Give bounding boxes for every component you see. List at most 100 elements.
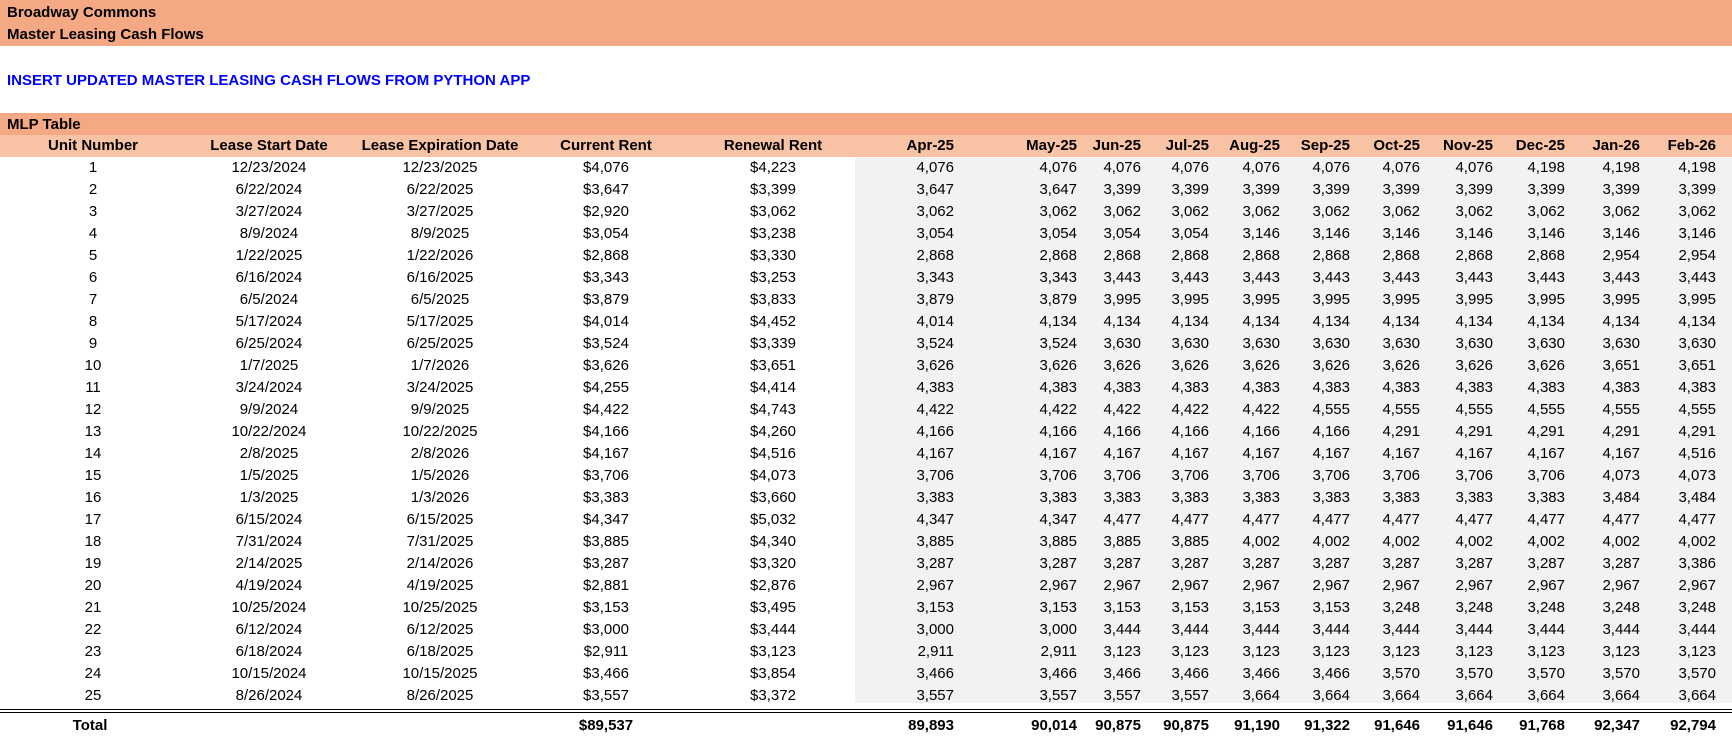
cell-month-value: 3,123 [1678,643,1716,660]
cell-month-value: 3,146 [1312,225,1350,242]
total-month-value: 92,794 [1670,717,1716,734]
cell-month-value: 2,967 [1382,577,1420,594]
cell-month-value: 3,630 [1242,335,1280,352]
cell-month-value: 3,444 [1678,621,1716,638]
cell-month-value: 3,630 [1103,335,1141,352]
cell-start: 1/7/2025 [239,357,299,374]
cell-current: $3,054 [583,225,629,242]
cell-month-value: 3,383 [1527,489,1565,506]
cell-exp: 10/25/2025 [402,599,478,616]
cell-start: 10/15/2024 [231,665,307,682]
cell-month-value: 2,967 [1242,577,1280,594]
cell-month-value: 3,626 [1103,357,1141,374]
cell-exp: 4/19/2025 [406,577,474,594]
cell-month-value: 4,477 [1312,511,1350,528]
cell-month-value: 3,444 [1312,621,1350,638]
cell-month-value: 3,557 [1039,687,1077,704]
cell-month-value: 3,443 [1382,269,1420,286]
total-month-value: 91,646 [1447,717,1493,734]
cell-month-value: 4,134 [1678,313,1716,330]
column-header: Current Rent [560,137,652,154]
cell-month-value: 4,477 [1382,511,1420,528]
cell-month-value: 3,524 [916,335,954,352]
cell-month-value: 3,484 [1678,489,1716,506]
cell-month-value: 3,630 [1312,335,1350,352]
cell-month-value: 3,879 [916,291,954,308]
cell-month-value: 2,967 [1039,577,1077,594]
cell-unit: 1 [88,159,98,176]
cell-month-value: 3,386 [1678,555,1716,572]
cell-month-value: 3,399 [1312,181,1350,198]
cell-unit: 11 [85,379,101,396]
cell-month-value: 4,383 [1602,379,1640,396]
cell-exp: 6/5/2025 [410,291,470,308]
cell-exp: 6/12/2025 [406,621,474,638]
cell-month-value: 4,167 [1602,445,1640,462]
cell-month-value: 3,383 [1382,489,1420,506]
cell-unit: 6 [88,269,98,286]
cell-month-value: 3,399 [1171,181,1209,198]
cell-renewal: $3,833 [750,291,796,308]
cell-month-value: 4,076 [1382,159,1420,176]
cell-month-value: 3,651 [1678,357,1716,374]
cell-start: 4/19/2024 [235,577,303,594]
cell-month-value: 4,422 [916,401,954,418]
cell-renewal: $3,495 [750,599,796,616]
cell-month-value: 3,466 [1171,665,1209,682]
cell-month-value: 3,706 [1382,467,1420,484]
cell-month-value: 3,062 [1312,203,1350,220]
cell-month-value: 3,524 [1039,335,1077,352]
cell-current: $2,920 [583,203,629,220]
cell-month-value: 3,570 [1527,665,1565,682]
cell-month-value: 4,167 [1382,445,1420,462]
total-rule [0,709,1732,710]
cell-unit: 3 [88,203,98,220]
cell-month-value: 3,879 [1039,291,1077,308]
month-header: Oct-25 [1373,137,1420,154]
cell-unit: 24 [84,665,102,682]
cell-unit: 7 [88,291,98,308]
cell-month-value: 3,647 [916,181,954,198]
cell-unit: 16 [84,489,102,506]
cell-month-value: 3,062 [1039,203,1077,220]
cell-month-value: 3,153 [1312,599,1350,616]
cell-month-value: 3,443 [1242,269,1280,286]
cell-month-value: 3,383 [1103,489,1141,506]
cell-month-value: 2,967 [1103,577,1141,594]
cell-current: $4,076 [583,159,629,176]
cell-exp: 1/7/2026 [410,357,470,374]
cell-month-value: 3,706 [1455,467,1493,484]
cell-exp: 6/18/2025 [406,643,474,660]
cell-start: 8/26/2024 [235,687,303,704]
instruction-note: INSERT UPDATED MASTER LEASING CASH FLOWS… [7,72,531,89]
cell-month-value: 3,399 [1602,181,1640,198]
cell-exp: 1/22/2026 [406,247,474,264]
cell-exp: 2/8/2026 [410,445,470,462]
cell-month-value: 4,198 [1602,159,1640,176]
cell-unit: 13 [84,423,102,440]
cell-month-value: 4,516 [1678,445,1716,462]
cell-month-value: 4,383 [1103,379,1141,396]
cell-month-value: 4,076 [1171,159,1209,176]
cell-current: $4,255 [583,379,629,396]
cell-month-value: 4,555 [1382,401,1420,418]
month-header: Sep-25 [1300,137,1350,154]
cell-renewal: $4,414 [750,379,796,396]
cell-start: 6/16/2024 [235,269,303,286]
cell-renewal: $4,073 [750,467,796,484]
column-header: Unit Number [48,137,138,154]
cell-month-value: 3,706 [1312,467,1350,484]
cell-renewal: $3,854 [750,665,796,682]
cell-month-value: 3,062 [1527,203,1565,220]
cell-start: 10/25/2024 [231,599,307,616]
cell-month-value: 4,002 [1455,533,1493,550]
cell-month-value: 3,399 [1103,181,1141,198]
cell-month-value: 3,123 [1455,643,1493,660]
cell-exp: 6/16/2025 [406,269,474,286]
cell-month-value: 3,664 [1678,687,1716,704]
cell-month-value: 3,885 [916,533,954,550]
cell-month-value: 3,570 [1678,665,1716,682]
cell-month-value: 3,123 [1103,643,1141,660]
cell-month-value: 4,291 [1527,423,1565,440]
cell-month-value: 4,134 [1602,313,1640,330]
